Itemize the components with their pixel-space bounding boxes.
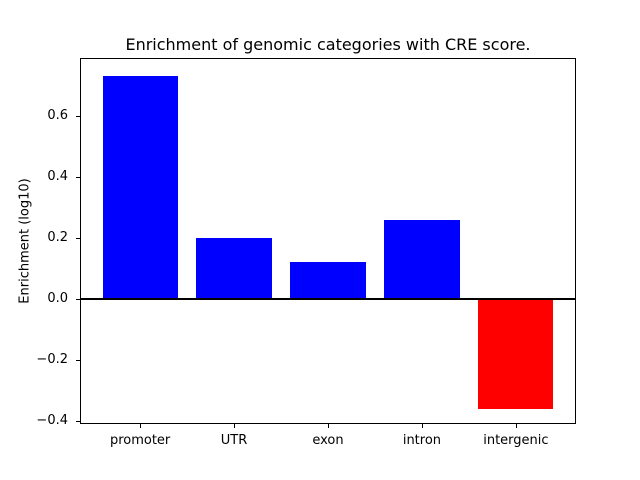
y-tick-label: 0.0 (47, 291, 68, 307)
y-tick-mark (76, 359, 80, 361)
y-tick-label: 0.2 (47, 230, 68, 246)
y-tick-mark (76, 176, 80, 178)
x-tick-label-intron: intron (402, 433, 442, 448)
chart-title: Enrichment of genomic categories with CR… (125, 35, 531, 54)
bar-intron (384, 219, 460, 299)
y-tick-label: 0.4 (47, 169, 68, 185)
bar-intergenic (478, 298, 554, 409)
x-tick-label-promoter: promoter (109, 433, 171, 448)
x-tick-label-UTR: UTR (220, 433, 248, 448)
zero-line (80, 297, 576, 300)
y-tick-label: −0.4 (36, 413, 68, 429)
y-tick-mark (76, 115, 80, 117)
x-tick-mark (421, 424, 423, 428)
y-tick-mark (76, 298, 80, 300)
bar-promoter (102, 76, 178, 299)
x-tick-label-intergenic: intergenic (483, 433, 549, 448)
x-tick-mark (328, 424, 329, 428)
y-tick-label: 0.6 (47, 108, 68, 124)
x-tick-mark (515, 424, 517, 428)
x-tick-mark (234, 424, 236, 428)
x-tick-label-exon: exon (312, 433, 344, 448)
bar-UTR (196, 237, 272, 299)
y-tick-mark (76, 420, 80, 422)
bar-exon (290, 262, 366, 299)
y-tick-mark (76, 237, 80, 239)
y-tick-label: −0.2 (36, 352, 68, 368)
x-tick-mark (140, 424, 142, 428)
